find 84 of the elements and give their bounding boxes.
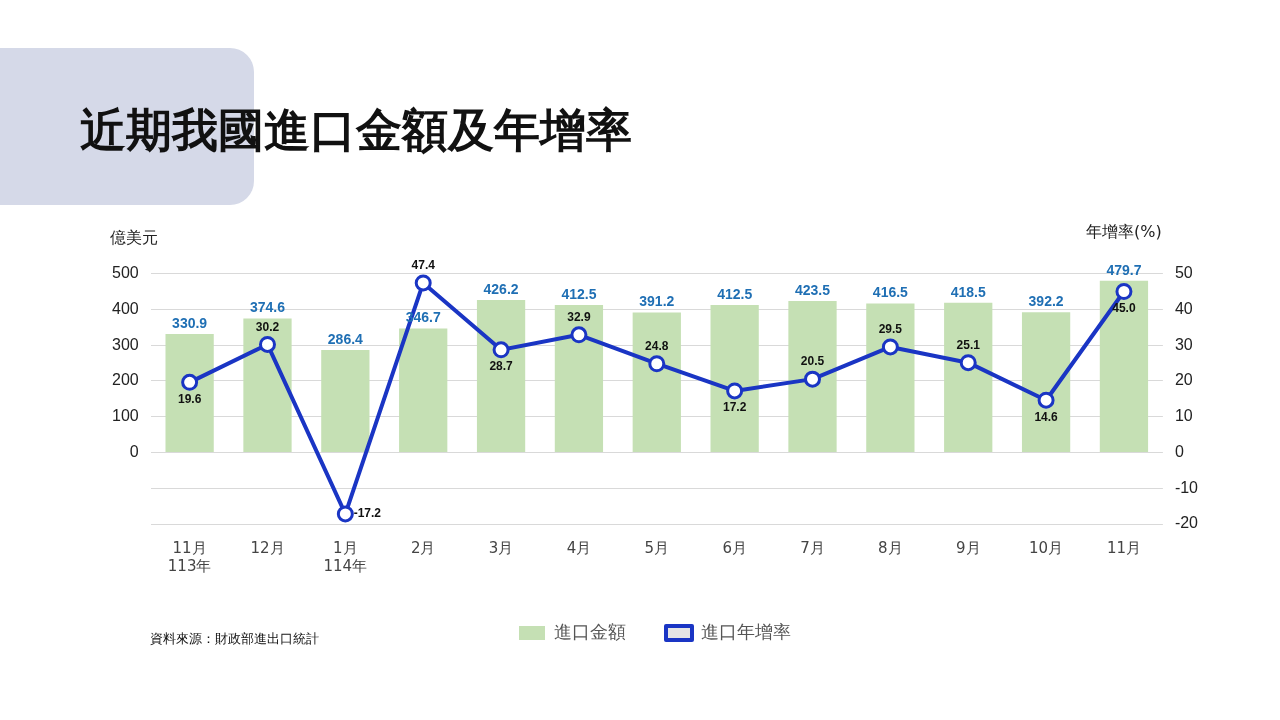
data-label: -17.2 (353, 506, 382, 521)
bar (554, 304, 604, 452)
data-label: 391.2 (639, 293, 675, 310)
legend-label: 進口年增率 (701, 620, 791, 642)
point (181, 373, 199, 391)
x-tick-label: 4月 (566, 538, 592, 557)
data-label: 374.6 (249, 299, 286, 316)
bar (399, 328, 448, 452)
y-tick-label: 0 (129, 442, 139, 460)
point (570, 326, 588, 344)
data-label: 412.5 (717, 285, 753, 302)
data-label: 17.2 (722, 400, 747, 415)
x-tick-label: 11月 (1106, 538, 1141, 557)
bar (476, 300, 526, 452)
point (1115, 282, 1133, 300)
chart-title: 近期我國進口金額及年增率 (80, 102, 632, 159)
data-label: 19.6 (177, 391, 202, 406)
point (648, 355, 666, 373)
point (726, 382, 744, 400)
x-tick-label: 6月 (722, 538, 747, 557)
data-label: 20.5 (800, 354, 825, 369)
data-label: 426.2 (483, 280, 519, 297)
y2-tick-label: 50 (1174, 264, 1193, 282)
y-axis-title: 億美元 (110, 228, 158, 249)
data-label: 479.7 (1106, 261, 1142, 278)
data-label: 47.4 (411, 258, 436, 273)
y2-tick-label: 20 (1174, 371, 1193, 389)
y-tick-label: 100 (111, 407, 139, 425)
y-tick-label: 500 (111, 264, 139, 282)
bar (632, 312, 681, 452)
x-tick-label: 12月 (250, 538, 285, 557)
y2-tick-label: 30 (1174, 335, 1193, 353)
bar (243, 318, 292, 452)
point (336, 505, 354, 523)
y2-tick-label: 10 (1174, 407, 1193, 425)
x-tick-label: 9月 (955, 538, 981, 557)
bar (321, 350, 370, 452)
y-tick-label: 400 (111, 299, 139, 317)
y-tick-label: 200 (111, 371, 139, 389)
data-label: 286.4 (327, 330, 364, 347)
bar (944, 302, 993, 452)
x-tick-label: 11月 113年 (167, 538, 212, 575)
data-label: 30.2 (255, 319, 280, 334)
bar (1021, 312, 1071, 452)
bar (866, 303, 915, 452)
y2-tick-label: 40 (1174, 299, 1193, 317)
data-label: 423.5 (794, 281, 831, 298)
point (804, 370, 822, 388)
y-tick-label: 300 (111, 335, 139, 353)
point (1037, 391, 1055, 409)
data-label: 32.9 (567, 310, 591, 325)
point (414, 274, 432, 292)
source-note: 資料來源：財政部進出口統計 (150, 630, 319, 648)
y2-tick-label: -10 (1174, 478, 1199, 496)
data-label: 29.5 (878, 322, 903, 337)
y2-tick-label: 0 (1174, 442, 1184, 460)
bar (788, 300, 837, 452)
point (492, 341, 510, 359)
data-label: 330.9 (172, 314, 208, 331)
data-label: 412.5 (561, 285, 597, 302)
x-tick-label: 1月 114年 (323, 538, 368, 575)
y2-axis-title: 年增率(%) (1086, 222, 1162, 243)
data-label: 14.6 (1034, 409, 1059, 424)
data-label: 25.1 (956, 337, 981, 352)
data-label: 45.0 (1112, 300, 1136, 315)
bar (1099, 280, 1149, 452)
legend-label: 進口金額 (554, 620, 626, 642)
x-tick-label: 3月 (488, 538, 514, 557)
x-tick-label: 8月 (878, 538, 903, 557)
x-tick-label: 10月 (1029, 538, 1064, 557)
point (258, 335, 276, 353)
bar (710, 304, 759, 452)
data-label: 392.2 (1028, 293, 1064, 310)
x-tick-label: 5月 (644, 538, 670, 557)
x-tick-label: 7月 (800, 538, 825, 557)
data-label: 418.5 (950, 283, 986, 300)
data-label: 24.8 (645, 339, 669, 354)
y2-tick-label: -20 (1174, 514, 1199, 532)
data-label: 416.5 (872, 284, 909, 301)
data-label: 28.7 (489, 359, 514, 374)
x-tick-label: 2月 (410, 538, 436, 557)
point (881, 338, 899, 356)
point (959, 354, 977, 372)
bar (165, 334, 214, 452)
